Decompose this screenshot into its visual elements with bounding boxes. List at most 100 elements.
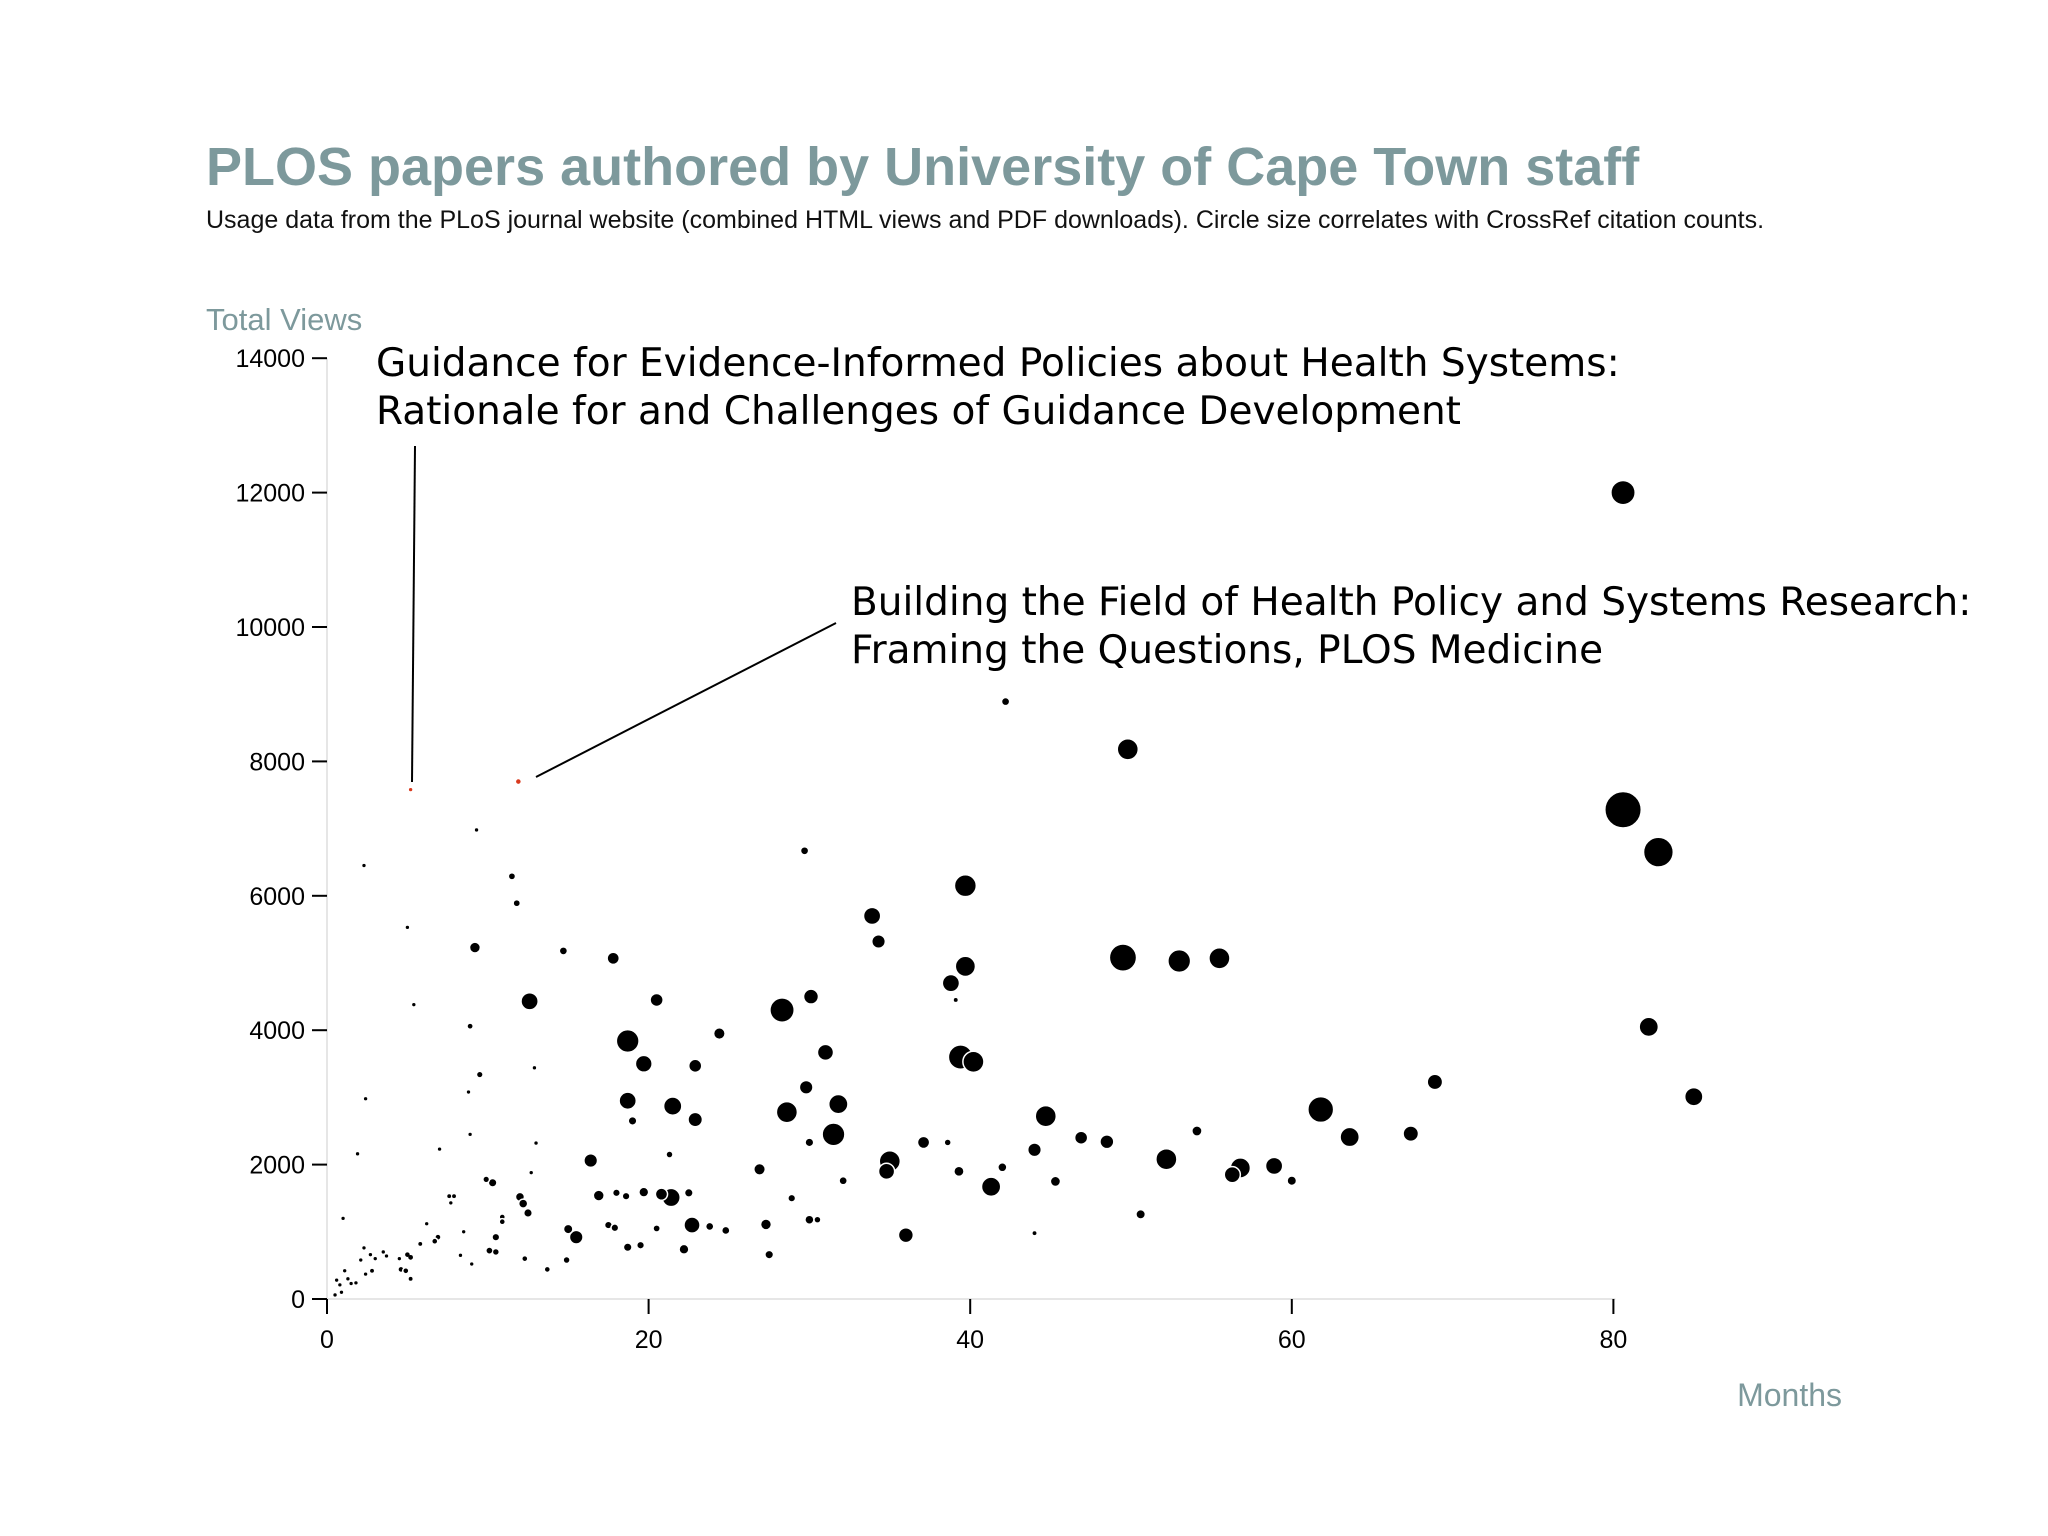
data-point [1610, 479, 1636, 506]
data-point [1642, 836, 1675, 868]
data-point [1638, 1016, 1660, 1038]
data-point [654, 1187, 669, 1201]
data-point [354, 1281, 358, 1285]
data-point [759, 1218, 773, 1231]
data-point [468, 941, 482, 954]
data-point [346, 1277, 350, 1281]
data-point [341, 1216, 345, 1221]
data-point [543, 1265, 552, 1274]
data-point [491, 1232, 501, 1242]
data-point [562, 1223, 574, 1235]
data-point [1426, 1073, 1444, 1091]
highlighted-data-point [514, 777, 523, 786]
axes: 0 2000 4000 6000 8000 10000 12000 14000 0 20 40 60 8… [235, 345, 1627, 1354]
chart-subtitle: Usage data from the PLoS journal website… [206, 206, 1765, 234]
data-point [821, 1122, 846, 1147]
data-point [1099, 1134, 1115, 1150]
data-point [368, 1252, 373, 1257]
chart-title: PLOS papers authored by University of Ca… [206, 137, 1640, 197]
y-tick-label: 0 [291, 1286, 305, 1314]
data-point [349, 1281, 353, 1286]
data-point [534, 1141, 538, 1145]
data-point [634, 1054, 653, 1073]
data-point [627, 1115, 638, 1126]
data-point [1073, 1130, 1089, 1145]
data-point [687, 1058, 703, 1074]
data-point [606, 951, 621, 966]
data-point [944, 1139, 951, 1146]
data-point [814, 1216, 821, 1223]
data-point [678, 1243, 690, 1255]
data-point [1604, 790, 1643, 829]
data-point [1223, 1165, 1242, 1184]
x-tick-label: 40 [956, 1326, 984, 1354]
x-tick-label: 0 [320, 1326, 334, 1354]
data-point [1049, 1175, 1062, 1188]
data-point [498, 1217, 507, 1226]
data-point [764, 1249, 775, 1260]
data-point [649, 992, 664, 1008]
data-point [1108, 943, 1138, 972]
data-point [870, 933, 887, 950]
data-point [941, 973, 961, 993]
data-point [611, 1188, 622, 1198]
y-tick-label: 10000 [235, 614, 305, 642]
data-point [954, 955, 977, 978]
data-point [962, 1050, 985, 1074]
data-point [397, 1257, 402, 1261]
data-point [363, 1097, 368, 1101]
data-points [333, 479, 1704, 1297]
data-point [980, 1176, 1002, 1198]
data-point [381, 1250, 385, 1254]
data-point [1167, 948, 1192, 974]
data-point [997, 1162, 1008, 1173]
data-point [1264, 1156, 1284, 1176]
data-point [769, 997, 795, 1023]
data-point [712, 1027, 726, 1041]
annotation-leader-line [411, 445, 416, 783]
data-point [563, 1257, 570, 1263]
data-point [384, 1254, 389, 1258]
data-point [1339, 1126, 1361, 1148]
data-point [467, 1023, 473, 1029]
data-point [343, 1269, 347, 1273]
data-point [775, 1100, 799, 1124]
data-point [359, 1258, 363, 1262]
data-point [466, 1090, 471, 1094]
data-point [468, 1132, 472, 1137]
data-point [618, 1091, 638, 1111]
data-point [1402, 1125, 1420, 1143]
data-point [753, 1162, 767, 1176]
data-point [512, 898, 522, 908]
data-point [558, 946, 569, 956]
data-point [592, 1189, 605, 1202]
data-point [529, 1170, 533, 1175]
data-point [953, 1165, 965, 1178]
data-point [408, 1254, 413, 1260]
data-point [652, 1224, 661, 1233]
data-point [458, 1253, 463, 1257]
data-point [804, 1214, 815, 1225]
data-point [412, 1002, 416, 1007]
data-point [568, 1229, 584, 1245]
y-tick-label: 2000 [249, 1152, 305, 1180]
data-point [1208, 947, 1231, 970]
data-point [687, 1111, 704, 1128]
data-point [418, 1241, 423, 1246]
data-point [816, 1043, 835, 1062]
annotation-text: Guidance for Evidence-Informed Policies … [376, 341, 1620, 386]
data-point [583, 1153, 599, 1169]
data-point [1026, 1142, 1043, 1158]
data-point [804, 1137, 815, 1148]
data-point [370, 1268, 374, 1273]
data-point [838, 1175, 848, 1186]
annotation-text: Framing the Questions, PLOS Medicine [851, 628, 1603, 673]
data-point [1000, 696, 1011, 707]
data-point [862, 906, 882, 926]
highlighted-data-point [408, 787, 413, 792]
data-point [953, 874, 978, 898]
data-point [662, 1096, 683, 1117]
data-point [405, 925, 410, 930]
data-point [877, 1162, 896, 1181]
